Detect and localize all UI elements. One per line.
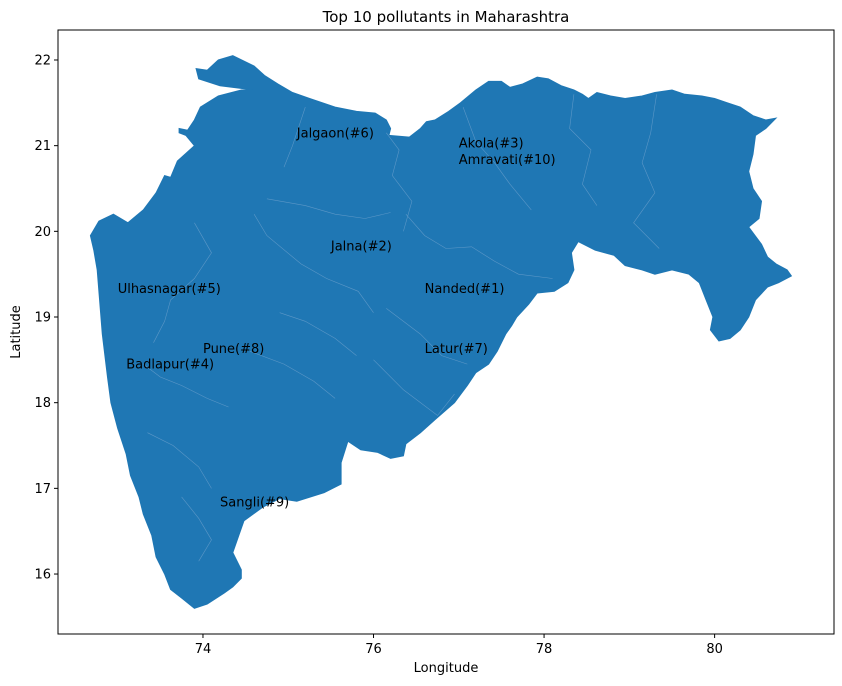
y-tick-label: 17 xyxy=(34,482,51,497)
district-boundary xyxy=(462,106,532,211)
city-label: Akola(#3) xyxy=(459,137,524,152)
x-axis-label: Longitude xyxy=(414,661,479,676)
city-label: Jalgaon(#6) xyxy=(296,126,374,141)
district-boundary xyxy=(181,496,212,562)
x-tick-label: 80 xyxy=(706,642,723,657)
district-boundary xyxy=(569,94,598,206)
maharashtra-region xyxy=(89,55,793,609)
district-boundary xyxy=(249,351,336,399)
district-boundary xyxy=(386,132,413,232)
district-boundary xyxy=(405,214,553,279)
x-tick-label: 76 xyxy=(365,642,382,657)
city-label: Badlapur(#4) xyxy=(126,358,214,373)
city-labels: Jalgaon(#6) Akola(#3)Amravati(#10) Jalna(#… xyxy=(118,126,556,510)
city-label: Ulhasnagar(#5) xyxy=(118,282,221,297)
district-boundary xyxy=(386,308,468,365)
district-boundary xyxy=(279,312,357,356)
district-boundary xyxy=(283,107,306,168)
city-label: Sangli(#9) xyxy=(220,496,289,511)
y-axis-label: Latitude xyxy=(9,305,24,359)
axes-frame xyxy=(57,29,835,635)
city-label: Latur(#7) xyxy=(425,342,488,357)
y-tick-label: 22 xyxy=(34,53,51,68)
x-tick-label: 78 xyxy=(536,642,553,657)
district-boundary xyxy=(153,222,212,343)
y-tick-label: 16 xyxy=(34,568,51,583)
y-axis-ticks: 16 17 18 19 20 21 22 xyxy=(34,53,58,583)
y-tick-label: 20 xyxy=(34,225,51,240)
city-label: Pune(#8) xyxy=(203,342,264,357)
district-boundary xyxy=(147,432,212,489)
city-label: Jalna(#2) xyxy=(330,239,392,254)
y-tick-label: 19 xyxy=(34,311,51,326)
city-label: Nanded(#1) xyxy=(425,282,505,297)
y-tick-label: 21 xyxy=(34,139,51,154)
x-axis-ticks: 74 76 78 80 xyxy=(195,634,723,657)
district-boundary xyxy=(266,198,391,219)
chart-title: Top 10 pollutants in Maharashtra xyxy=(322,8,570,26)
district-boundary xyxy=(143,363,229,408)
city-label: Amravati(#10) xyxy=(459,153,556,168)
district-boundary xyxy=(633,94,660,249)
district-boundary xyxy=(373,359,455,416)
x-tick-label: 74 xyxy=(195,642,212,657)
district-boundary xyxy=(253,214,374,313)
y-tick-label: 18 xyxy=(34,396,51,411)
plot-area xyxy=(89,55,793,609)
